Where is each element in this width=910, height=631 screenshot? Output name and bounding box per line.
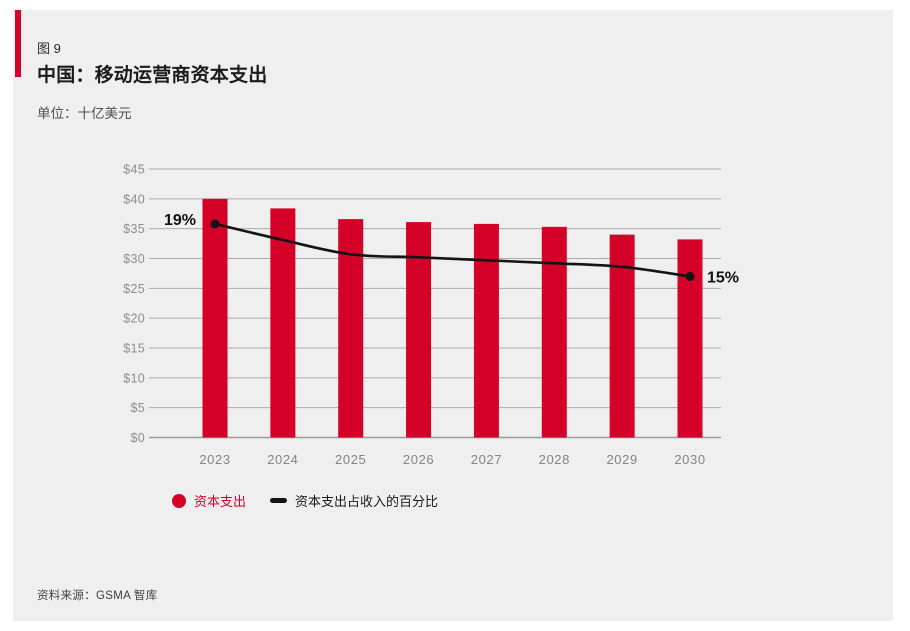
y-tick-label: $20: [123, 312, 145, 326]
x-tick-label: 2028: [539, 452, 570, 467]
y-tick-label: $40: [123, 192, 145, 206]
legend-item-capex: 资本支出: [172, 491, 246, 510]
line-end-dot: [685, 271, 695, 281]
bar-2026: [406, 222, 432, 438]
line-legend-dash-icon: [270, 498, 288, 503]
y-tick-label: $30: [123, 252, 145, 266]
figure-header: 图 9 中国：移动运营商资本支出 单位：十亿美元: [37, 38, 267, 122]
x-tick-label: 2025: [335, 452, 366, 467]
bar-2030: [677, 239, 703, 438]
capex-legend-dot-icon: [172, 493, 186, 508]
x-tick-label: 2030: [674, 452, 705, 467]
page-title: 中国：移动运营商资本支出: [37, 65, 268, 86]
bar-2028: [541, 226, 567, 438]
x-tick-label: 2029: [606, 452, 637, 467]
y-tick-label: $35: [123, 222, 145, 236]
x-tick-label: 2024: [267, 452, 298, 467]
capex-intensity-line: [213, 222, 692, 278]
source-note: 资料来源：GSMA 智库: [37, 590, 158, 602]
x-tick-label: 2023: [199, 452, 230, 467]
y-tick-label: $25: [123, 282, 145, 296]
figure-number: 图 9: [37, 41, 61, 56]
annotation-start-pct: 19%: [164, 212, 196, 229]
y-tick-label: $15: [123, 342, 145, 356]
x-tick-label: 2027: [471, 452, 502, 467]
unit-label: 单位：十亿美元: [37, 106, 132, 121]
x-tick-label: 2026: [403, 452, 434, 467]
y-tick-label: $0: [130, 431, 145, 445]
accent-bar: [15, 10, 21, 77]
line-start-dot: [210, 219, 220, 229]
y-tick-label: $5: [130, 401, 145, 415]
capex-bar-line-chart: $0 $5 $10 $15 $20 $25 $30 $35 $40 $45 2023 2024 2025…: [123, 163, 739, 468]
capex-intensity-legend-label: 资本支出占收入的百分比: [295, 494, 439, 509]
chart-legend: 资本支出 资本支出占收入的百分比: [172, 491, 438, 510]
bar-2027: [473, 223, 499, 438]
annotation-end-pct: 15%: [707, 269, 739, 286]
bar-2024: [270, 208, 296, 438]
capex-legend-label: 资本支出: [194, 494, 247, 509]
bar-2023: [202, 198, 228, 438]
y-tick-label: $10: [123, 371, 145, 385]
y-tick-label: $45: [123, 163, 145, 177]
figure-panel: 图 9 中国：移动运营商资本支出 单位：十亿美元 $0 $5 $10 $15 $20 $2…: [13, 10, 893, 621]
legend-item-capex-intensity: 资本支出占收入的百分比: [270, 491, 438, 510]
